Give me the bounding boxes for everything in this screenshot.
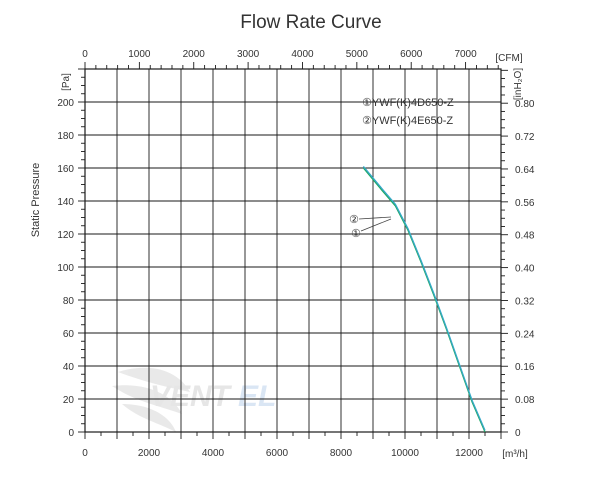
x-tick-label: 6000 (266, 448, 289, 459)
series-line-2 (362, 165, 486, 431)
y2-tick-label: 0.64 (515, 165, 535, 176)
x-tick-label: 2000 (138, 448, 161, 459)
callout-line-1 (360, 218, 392, 232)
y-tick-label: 120 (57, 230, 74, 241)
x-tick-label: 4000 (202, 448, 225, 459)
x2-tick-label: 5000 (346, 49, 369, 60)
y2-tick-label: 0.24 (515, 329, 535, 340)
watermark-logo-text: VENT (150, 380, 233, 413)
series-group (362, 165, 486, 433)
y2-tick-label: 0.80 (515, 99, 535, 110)
callout-marker-1: ① (351, 228, 361, 240)
x2-tick-label: 2000 (183, 49, 206, 60)
x-tick-label: 10000 (391, 448, 419, 459)
y2-tick-label: 0.40 (515, 264, 535, 275)
x2-tick-label: 7000 (454, 49, 477, 60)
y-tick-label: 160 (57, 164, 74, 175)
legend-entry-1: ①YWF(K)4D650-Z (362, 97, 454, 109)
y2-tick-label: 0 (515, 428, 521, 439)
y2-tick-label: 0.56 (515, 198, 535, 209)
x2-tick-label: 6000 (400, 49, 423, 60)
x2-unit-label: [CFM] (495, 53, 522, 64)
x2-tick-label: 4000 (291, 49, 314, 60)
y-tick-label: 140 (57, 197, 74, 208)
callout-line-2 (358, 216, 392, 220)
x2-tick-label: 0 (82, 49, 88, 60)
callout-marker-2: ② (349, 214, 359, 226)
y-tick-label: 20 (63, 395, 75, 406)
y-tick-label: 0 (68, 428, 74, 439)
y2-tick-label: 0.08 (515, 395, 535, 406)
y-tick-label: 40 (63, 362, 75, 373)
y2-unit-label: [inH₂O] (513, 68, 524, 100)
watermark-logo-text-accent: EL (238, 380, 276, 413)
y-tick-label: 200 (57, 98, 74, 109)
grid (85, 69, 501, 432)
y2-tick-label: 0.32 (515, 296, 535, 307)
y-tick-label: 100 (57, 263, 74, 274)
watermark: VENT EL (112, 367, 276, 432)
y2-tick-label: 0.72 (515, 132, 535, 143)
x-tick-label: 0 (82, 448, 88, 459)
y2-tick-label: 0.16 (515, 362, 535, 373)
y-unit-label: [Pa] (61, 73, 72, 91)
x2-tick-label: 3000 (237, 49, 260, 60)
y-tick-label: 180 (57, 131, 74, 142)
x-unit-label: [m³/h] (502, 449, 528, 460)
y-tick-label: 60 (63, 329, 75, 340)
y2-tick-label: 0.48 (515, 231, 535, 242)
legend-entry-2: ②YWF(K)4E650-Z (362, 115, 453, 127)
x2-tick-label: 1000 (128, 49, 151, 60)
x-tick-label: 8000 (330, 448, 353, 459)
chart-title: Flow Rate Curve (240, 12, 382, 33)
y-tick-label: 80 (63, 296, 75, 307)
legend: ①YWF(K)4D650-Z ②YWF(K)4E650-Z (362, 97, 454, 127)
x-tick-label: 12000 (455, 448, 483, 459)
callouts: ② ① (349, 214, 392, 240)
y-axis-title: Static Pressure (30, 163, 42, 238)
